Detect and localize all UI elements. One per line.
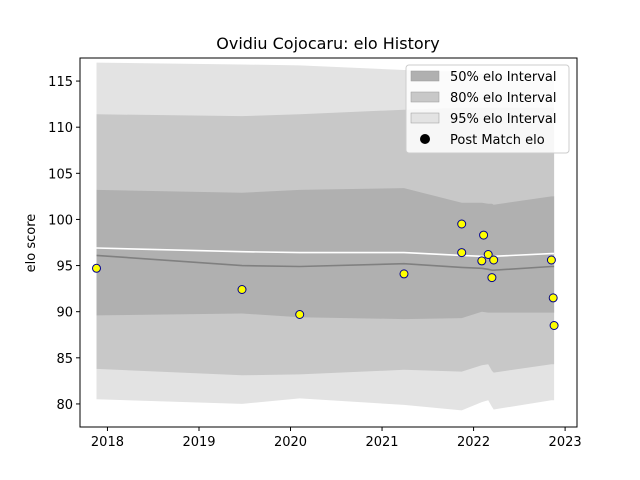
- chart-title: Ovidiu Cojocaru: elo History: [216, 34, 439, 53]
- x-axis: 2018 2019 2020 2021 2022 2023: [91, 427, 582, 450]
- post-match-elo-point: [295, 310, 305, 319]
- post-match-elo-point: [457, 219, 467, 229]
- x-tick-label: 2023: [549, 435, 582, 450]
- x-tick-label: 2021: [365, 435, 398, 450]
- post-match-elo-point: [549, 321, 559, 330]
- post-match-elo-point: [487, 273, 497, 283]
- legend-marker: [420, 134, 430, 144]
- legend: 50% elo Interval 80% elo Interval 95% elo …: [405, 64, 570, 154]
- y-tick-label: 110: [48, 121, 73, 136]
- y-axis: 80 85 90 95 100 105 110 115: [48, 75, 80, 413]
- legend-box: [405, 64, 570, 154]
- y-tick-label: 105: [48, 167, 73, 182]
- post-match-elo-point: [483, 250, 493, 259]
- x-tick-label: 2019: [182, 435, 215, 450]
- legend-label: 80% elo Interval: [450, 91, 557, 106]
- y-tick-label: 95: [56, 260, 73, 275]
- y-axis-label: elo score: [24, 214, 39, 273]
- series-line-2: [96, 247, 555, 258]
- post-match-elo-point: [477, 256, 487, 266]
- legend-swatch: [410, 70, 440, 82]
- post-match-elo-point: [479, 230, 489, 240]
- series-line-1: [96, 254, 555, 272]
- post-match-elo-point: [457, 248, 467, 258]
- x-tick-label: 2018: [91, 435, 124, 450]
- y-tick-label: 115: [48, 75, 73, 90]
- post-match-elo-point: [489, 255, 499, 265]
- post-match-elo-point: [399, 269, 409, 279]
- x-tick-label: 2022: [457, 435, 490, 450]
- legend-label: Post Match elo: [450, 133, 545, 148]
- legend-label: 50% elo Interval: [450, 70, 557, 85]
- legend-label: 95% elo Interval: [450, 112, 557, 127]
- legend-swatch: [410, 112, 440, 124]
- post-match-elo-point: [546, 255, 556, 265]
- post-match-elo-point: [92, 263, 101, 273]
- interval-band-3: [96, 188, 555, 320]
- axes-frame: [79, 57, 578, 428]
- legend-swatch: [410, 91, 440, 103]
- post-match-elo-point: [548, 293, 558, 303]
- x-tick-label: 2020: [274, 435, 307, 450]
- y-tick-label: 85: [56, 352, 73, 367]
- post-match-elo-point: [237, 285, 247, 294]
- y-tick-label: 100: [48, 213, 73, 228]
- y-tick-label: 90: [56, 306, 73, 321]
- y-tick-label: 80: [56, 398, 73, 413]
